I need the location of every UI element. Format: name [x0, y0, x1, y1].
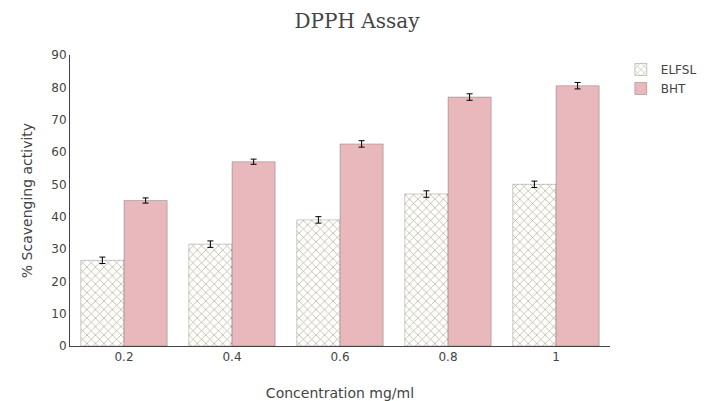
svg-text:70: 70 [51, 113, 66, 127]
svg-text:80: 80 [51, 81, 66, 95]
svg-text:BHT: BHT [661, 82, 686, 96]
svg-text:30: 30 [51, 242, 66, 256]
svg-text:10: 10 [51, 307, 66, 321]
svg-text:DPPH Assay: DPPH Assay [295, 9, 421, 33]
svg-text:Concentration mg/ml: Concentration mg/ml [266, 385, 414, 401]
svg-text:40: 40 [51, 210, 66, 224]
svg-text:0.2: 0.2 [114, 350, 133, 364]
svg-text:1: 1 [552, 350, 560, 364]
svg-text:% Scavenging activity: % Scavenging activity [19, 123, 35, 278]
svg-text:50: 50 [51, 178, 66, 192]
svg-text:60: 60 [51, 145, 66, 159]
svg-text:0.4: 0.4 [222, 350, 241, 364]
svg-text:0.8: 0.8 [438, 350, 457, 364]
svg-text:90: 90 [51, 48, 66, 62]
svg-text:0: 0 [59, 339, 67, 353]
svg-text:20: 20 [51, 275, 66, 289]
svg-text:ELFSL: ELFSL [661, 63, 697, 77]
svg-text:0.6: 0.6 [330, 350, 349, 364]
